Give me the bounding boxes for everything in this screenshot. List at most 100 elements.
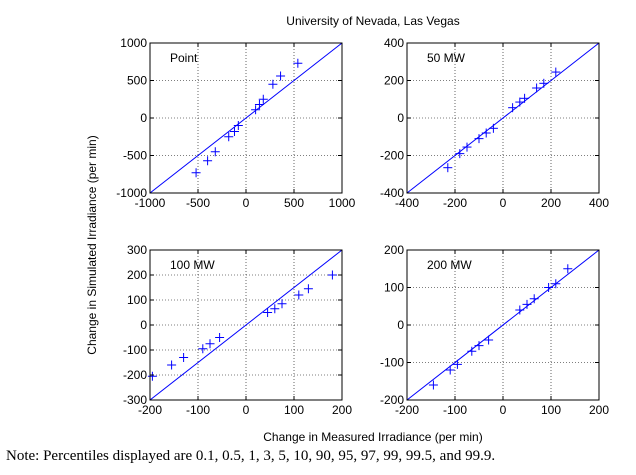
data-point — [215, 333, 225, 342]
data-point — [277, 299, 287, 309]
x-tick-label: 0 — [243, 403, 250, 417]
y-tick-label: -500 — [123, 149, 147, 163]
data-point — [179, 353, 189, 362]
data-point — [167, 360, 177, 370]
panel-4: -200 -100 0 100 200 -200 -100 0 100 200 200 MW — [380, 243, 609, 417]
data-point — [293, 58, 303, 68]
y-tick-label: 0 — [397, 111, 404, 125]
y-tick-label: -400 — [380, 186, 404, 200]
data-point — [303, 284, 313, 294]
x-tick-label: 0 — [243, 196, 250, 210]
data-point — [515, 97, 525, 107]
y-tick-label: 200 — [384, 243, 404, 257]
data-point — [205, 339, 215, 349]
data-point — [484, 335, 494, 345]
y-tick-label: 400 — [384, 36, 404, 50]
data-point — [270, 304, 280, 314]
y-axis-label: Change in Simulated Irradiance (per min) — [85, 135, 99, 354]
y-tick-label: -200 — [380, 149, 404, 163]
y-tick-label: -200 — [380, 393, 404, 407]
data-point — [522, 299, 532, 309]
footnote: Note: Percentiles displayed are 0.1, 0.5… — [6, 448, 496, 464]
y-tick-label: 0 — [397, 318, 404, 332]
data-point — [229, 127, 239, 136]
x-tick-label: -100 — [443, 403, 467, 417]
panel-label: 50 MW — [427, 51, 466, 65]
reference-line — [149, 42, 343, 194]
data-point — [147, 371, 157, 381]
data-point — [268, 79, 278, 89]
panel-label: Point — [170, 51, 198, 65]
data-point — [198, 344, 208, 354]
y-tick-label: -100 — [380, 356, 404, 370]
y-tick-label: 200 — [127, 268, 147, 282]
data-point — [251, 105, 261, 115]
x-tick-label: 500 — [284, 196, 304, 210]
data-point — [474, 134, 484, 144]
data-point — [428, 380, 438, 390]
data-point — [455, 149, 465, 159]
x-tick-label: 200 — [332, 403, 352, 417]
y-tick-label: 0 — [140, 111, 147, 125]
data-point — [488, 123, 498, 133]
data-point — [544, 283, 554, 292]
reference-line — [149, 249, 343, 401]
data-point — [508, 103, 518, 113]
y-tick-label: -300 — [123, 393, 147, 407]
x-tick-label: 200 — [541, 196, 561, 210]
figure-title: University of Nevada, Las Vegas — [286, 14, 459, 28]
y-tick-label: -100 — [123, 343, 147, 357]
x-tick-label: 0 — [500, 196, 507, 210]
panel-label: 200 MW — [427, 258, 472, 272]
panel-2: -400 -200 0 200 400 -400 -200 0 200 400 50 MW — [380, 36, 609, 210]
data-point — [263, 308, 273, 317]
x-axis-label: Change in Measured Irradiance (per min) — [263, 430, 482, 444]
data-point — [551, 279, 561, 289]
reference-line — [406, 249, 600, 401]
x-tick-label: -400 — [395, 196, 419, 210]
x-tick-label: -200 — [443, 196, 467, 210]
data-point — [233, 121, 243, 130]
data-point — [327, 270, 337, 280]
data-point — [563, 264, 573, 274]
data-point — [532, 83, 542, 93]
data-point — [462, 142, 472, 152]
data-point — [224, 132, 234, 142]
y-tick-label: 100 — [127, 293, 147, 307]
x-tick-label: -500 — [186, 196, 210, 210]
y-tick-label: 1000 — [120, 36, 147, 50]
panel-1: -1000 -500 0 500 1000 -1000 -500 0 500 1000 Point — [116, 36, 355, 210]
data-point — [529, 294, 539, 304]
y-tick-label: 100 — [384, 281, 404, 295]
panel-label: 100 MW — [170, 258, 215, 272]
x-tick-label: 100 — [284, 403, 304, 417]
data-point — [481, 128, 491, 138]
data-point — [474, 341, 484, 351]
y-tick-label: 0 — [140, 318, 147, 332]
panels: -1000 -500 0 500 1000-1000-50005001000Point-… — [116, 36, 609, 417]
data-point — [294, 290, 304, 300]
data-point — [276, 71, 286, 81]
x-tick-label: 1000 — [329, 196, 356, 210]
data-point — [515, 305, 525, 315]
reference-line — [406, 42, 600, 194]
data-point — [551, 67, 561, 77]
data-point — [254, 100, 264, 109]
figure: University of Nevada, Las Vegas Change i… — [85, 14, 609, 444]
data-point — [539, 78, 549, 88]
x-tick-label: 200 — [589, 403, 609, 417]
x-tick-label: 0 — [500, 403, 507, 417]
x-tick-label: 100 — [541, 403, 561, 417]
y-tick-label: 500 — [127, 74, 147, 88]
x-tick-label: -200 — [138, 403, 162, 417]
data-point — [467, 346, 477, 356]
data-point — [210, 147, 220, 157]
data-point — [443, 163, 453, 173]
x-tick-label: 400 — [589, 196, 609, 210]
x-tick-label: -200 — [395, 403, 419, 417]
y-tick-label: 300 — [127, 243, 147, 257]
data-point — [203, 156, 213, 166]
data-point — [258, 94, 268, 104]
data-point — [445, 365, 455, 375]
x-tick-label: -100 — [186, 403, 210, 417]
